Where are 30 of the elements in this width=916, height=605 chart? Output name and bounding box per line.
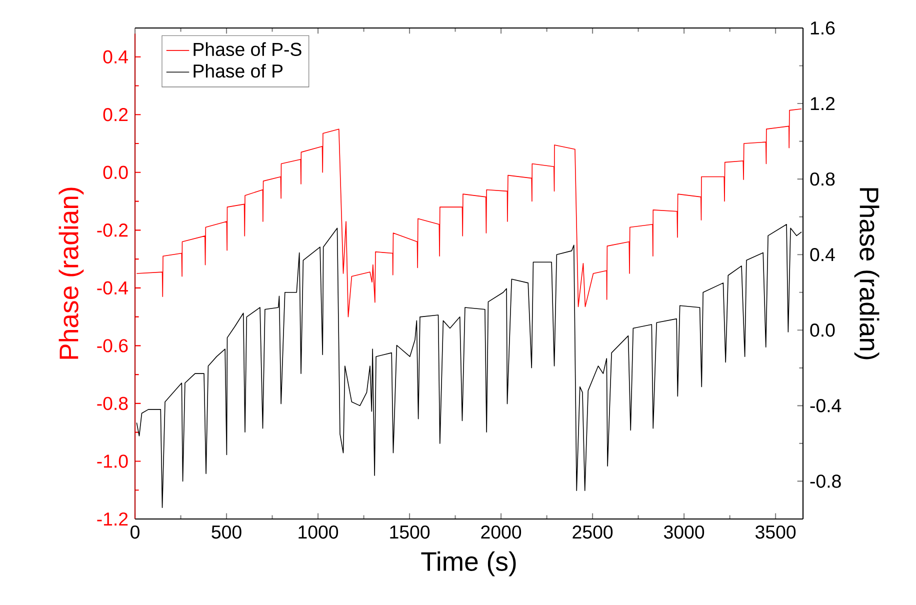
y-tick-label: -0.8 bbox=[97, 396, 128, 410]
x-tick-label: 0 bbox=[130, 525, 140, 539]
y-tick-label: -1.0 bbox=[97, 454, 128, 468]
x-tick-label: 1000 bbox=[298, 525, 338, 539]
legend-label: Phase of P-S bbox=[194, 42, 302, 56]
y-tick-label: -0.2 bbox=[97, 224, 128, 237]
y-tick-label: -0.4 bbox=[97, 281, 128, 295]
y2-tick-label: 1.2 bbox=[810, 96, 835, 110]
y2-tick-label: -0.8 bbox=[810, 474, 841, 488]
x-tick-label: 2500 bbox=[572, 525, 613, 539]
x-tick-label: 3500 bbox=[756, 525, 796, 539]
y-tick-label: 0.4 bbox=[103, 50, 128, 64]
y2-tick-label: 1.6 bbox=[810, 21, 835, 35]
x-tick-label: 2000 bbox=[481, 525, 522, 539]
y2-tick-label: 0.8 bbox=[810, 172, 835, 186]
x-tick-label: 500 bbox=[212, 525, 242, 539]
y2-axis-title: Phase (radian) bbox=[854, 188, 880, 360]
y-tick-label: -0.6 bbox=[97, 339, 128, 352]
y2-tick-label: -0.4 bbox=[810, 399, 842, 412]
y2-tick-label: 0.0 bbox=[810, 324, 835, 337]
y-tick-label: 0.0 bbox=[103, 166, 128, 180]
x-tick-label: 1500 bbox=[390, 525, 430, 539]
y-tick-label: -1.2 bbox=[97, 512, 128, 526]
line-series bbox=[136, 108, 802, 318]
y-tick-label: 0.2 bbox=[103, 108, 128, 122]
y2-tick-label: 0.4 bbox=[810, 248, 835, 262]
x-axis-title: Time (s) bbox=[421, 551, 516, 576]
legend-label: Phase of P bbox=[194, 64, 283, 78]
x-tick-label: 3000 bbox=[664, 525, 704, 539]
y-axis-title: Phase (radian) bbox=[58, 188, 84, 359]
